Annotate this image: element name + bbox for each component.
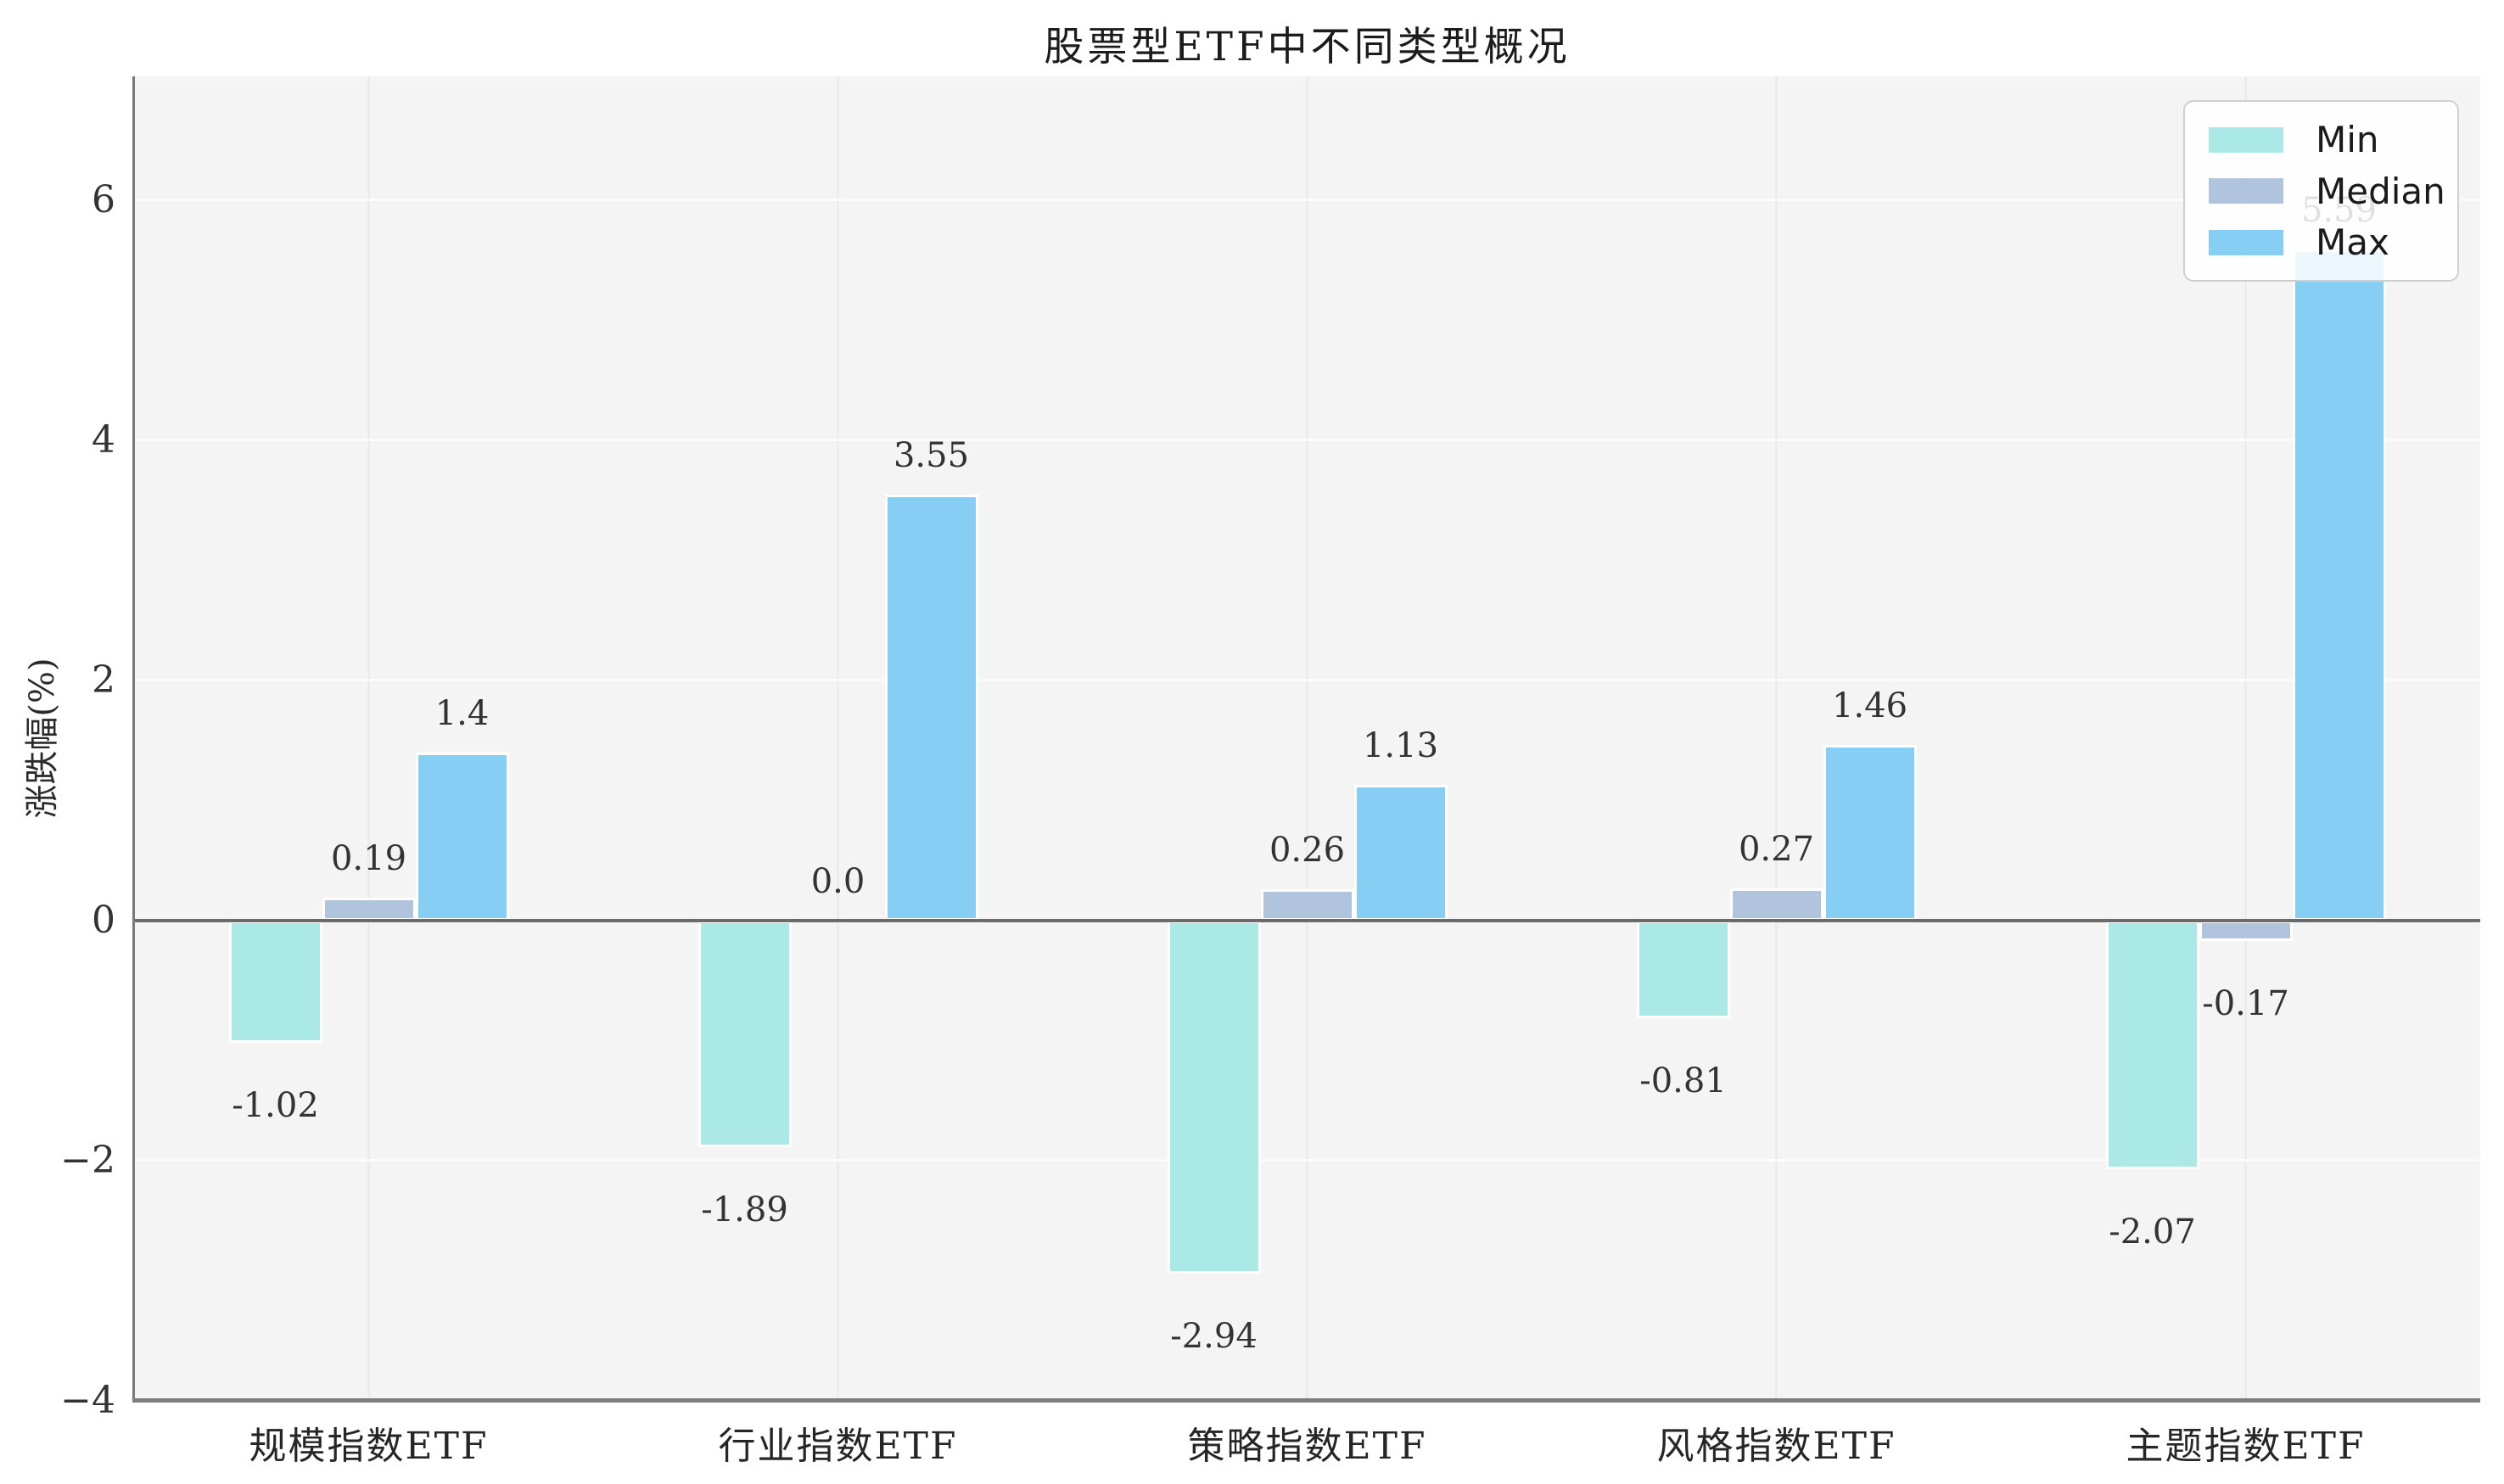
x-axis-spine (132, 1398, 2480, 1403)
legend-item-min: Min (2207, 119, 2435, 160)
legend-swatch-min (2207, 125, 2285, 154)
legend-item-median: Median (2207, 171, 2445, 212)
value-label-median-5: -0.17 (2202, 983, 2289, 1023)
zero-line (134, 918, 2480, 922)
gridline-vertical (2244, 76, 2247, 1401)
gridline-vertical (1306, 76, 1308, 1401)
y-tick-label: 2 (92, 658, 115, 702)
value-label-max-3: 1.13 (1362, 725, 1439, 765)
bar-max-2 (884, 494, 978, 921)
x-tick-label: 策略指数ETF (1187, 1425, 1427, 1468)
x-tick-label: 行业指数ETF (718, 1425, 958, 1468)
x-tick-label: 规模指数ETF (249, 1425, 489, 1468)
bar-min-5 (2105, 920, 2199, 1169)
value-label-median-3: 0.26 (1269, 831, 1346, 871)
y-tick-label: −4 (60, 1379, 115, 1422)
bar-max-1 (415, 752, 509, 921)
bar-max-5 (2292, 249, 2386, 921)
chart-title: 股票型ETF中不同类型概况 (1044, 24, 1571, 70)
bar-min-1 (228, 920, 322, 1044)
bar-min-3 (1167, 920, 1261, 1274)
value-label-min-3: -2.94 (1170, 1316, 1258, 1356)
value-label-min-4: -0.81 (1639, 1061, 1727, 1100)
legend: Min Median Max (2183, 100, 2459, 282)
value-label-min-1: -1.02 (232, 1086, 319, 1126)
legend-swatch-max (2207, 227, 2285, 257)
gridline-vertical (367, 76, 370, 1401)
plot-area: -1.02 -1.89 -2.94 -0.81 -2.07 0.19 0.0 0.26 0.27… (134, 76, 2480, 1401)
legend-label-min: Min (2316, 119, 2379, 160)
value-label-min-5: -2.07 (2109, 1212, 2196, 1252)
value-label-min-2: -1.89 (701, 1190, 788, 1230)
bar-median-5 (2199, 920, 2293, 941)
gridline-vertical (837, 76, 839, 1401)
bar-median-3 (1260, 889, 1354, 921)
value-label-max-4: 1.46 (1831, 686, 1908, 726)
gridline-horizontal (134, 439, 2480, 442)
value-label-median-2: 0.0 (810, 861, 865, 901)
gridline-horizontal (134, 679, 2480, 682)
y-tick-label: 4 (92, 417, 115, 462)
x-tick-label: 风格指数ETF (1656, 1425, 1896, 1468)
legend-swatch-median (2207, 176, 2285, 205)
gridline-horizontal (134, 1159, 2480, 1162)
legend-item-max: Max (2207, 221, 2435, 263)
legend-label-max: Max (2316, 221, 2389, 263)
y-axis-spine (132, 76, 135, 1401)
value-label-median-4: 0.27 (1738, 829, 1815, 869)
y-tick-label: 6 (92, 177, 115, 221)
y-tick-label: 0 (92, 898, 115, 942)
bar-max-4 (1823, 745, 1917, 921)
value-label-max-2: 3.55 (893, 435, 970, 475)
value-label-max-1: 1.4 (434, 693, 490, 733)
bar-min-2 (697, 920, 792, 1148)
bar-min-4 (1636, 920, 1730, 1018)
gridline-horizontal (134, 199, 2480, 202)
legend-label-median: Median (2316, 170, 2445, 212)
gridline-vertical (1775, 76, 1778, 1401)
bar-median-1 (322, 898, 416, 921)
value-label-median-1: 0.19 (330, 839, 407, 879)
x-tick-label: 主题指数ETF (2126, 1425, 2366, 1468)
y-tick-label: −2 (60, 1138, 115, 1182)
bar-median-4 (1729, 888, 1823, 921)
